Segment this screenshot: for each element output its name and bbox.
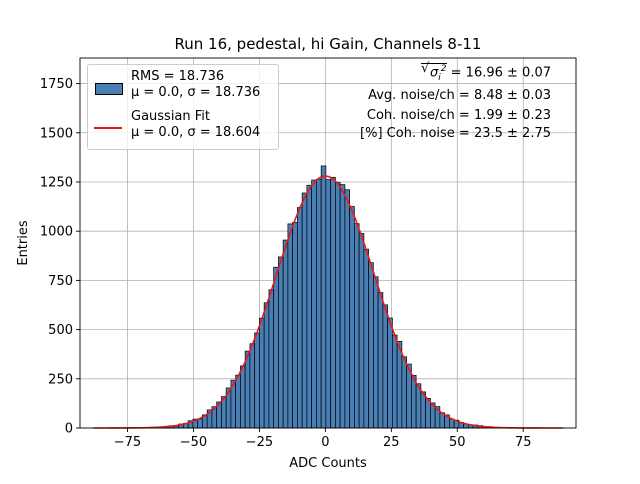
- y-tick-label: 750: [48, 274, 73, 289]
- y-tick-label: 1500: [40, 126, 73, 141]
- legend-histogram-label: RMS = 18.736: [131, 69, 224, 85]
- histogram-bar: [335, 182, 340, 428]
- x-axis-ticks: −75 −50 −25 0 25 50 75: [114, 428, 532, 450]
- x-axis-label: ADC Counts: [289, 456, 367, 471]
- annotation-coh-percent: [%] Coh. noise = 23.5 ± 2.75: [360, 126, 551, 141]
- y-tick-label: 1000: [40, 225, 73, 240]
- histogram-bar: [373, 277, 378, 428]
- histogram-bar: [255, 333, 260, 428]
- annotation-sigma-sum: √σi2 = 16.96 ± 0.07: [421, 63, 551, 83]
- histogram-bar: [312, 180, 317, 428]
- histogram-bar: [378, 293, 383, 428]
- chart-title: Run 16, pedestal, hi Gain, Channels 8-11: [175, 35, 482, 53]
- legend-histogram-params: μ = 0.0, σ = 18.736: [131, 85, 260, 101]
- x-tick-label: 0: [321, 435, 329, 450]
- sqrt-sigma-symbol: √σi2: [421, 63, 447, 83]
- histogram-bar: [198, 419, 203, 428]
- y-axis-label: Entries: [16, 220, 31, 266]
- annotation-sigma-sum-value: = 16.96 ± 0.07: [447, 65, 551, 80]
- histogram-bar: [236, 375, 241, 428]
- histogram-bar: [326, 180, 331, 428]
- histogram-bar: [278, 257, 283, 428]
- histogram-bar: [421, 392, 426, 428]
- x-tick-label: −50: [180, 435, 207, 450]
- y-tick-label: 250: [48, 372, 73, 387]
- histogram-bar: [388, 318, 393, 428]
- x-tick-label: 25: [383, 435, 400, 450]
- histogram-bar: [359, 233, 364, 428]
- histogram-bar: [288, 224, 293, 428]
- histogram-bar: [307, 185, 312, 428]
- histogram-bar: [345, 190, 350, 428]
- y-tick-label: 0: [65, 422, 73, 437]
- x-tick-label: −75: [114, 435, 141, 450]
- y-tick-label: 1250: [40, 175, 73, 190]
- histogram-bar: [364, 249, 369, 428]
- y-axis-ticks: 0 250 500 750 1000 1250 1500 1750: [40, 77, 80, 436]
- histogram-bar: [321, 166, 326, 428]
- legend: RMS = 18.736 μ = 0.0, σ = 18.736 Gaussia…: [87, 64, 279, 150]
- histogram-bar: [392, 335, 397, 428]
- histogram-bar: [369, 263, 374, 428]
- histogram-bar: [331, 177, 336, 428]
- legend-histogram-swatch: [95, 83, 123, 95]
- histogram-bar: [250, 344, 255, 428]
- legend-fit-label: Gaussian Fit: [131, 109, 210, 125]
- histogram-bar: [316, 179, 321, 428]
- histogram-bar: [259, 318, 264, 428]
- y-tick-label: 500: [48, 323, 73, 338]
- histogram-bar: [340, 185, 345, 428]
- x-tick-label: 75: [515, 435, 532, 450]
- histogram-bar: [269, 290, 274, 428]
- histogram-bar: [240, 366, 245, 428]
- histogram-bars: [98, 166, 563, 428]
- histogram-bar: [293, 222, 298, 428]
- histogram-bar: [283, 240, 288, 428]
- x-tick-label: −25: [246, 435, 273, 450]
- x-tick-label: 50: [449, 435, 466, 450]
- histogram-bar: [264, 303, 269, 428]
- annotation-coh-noise: Coh. noise/ch = 1.99 ± 0.23: [367, 108, 551, 123]
- histogram-bar: [383, 305, 388, 428]
- histogram-bar: [354, 224, 359, 428]
- y-tick-label: 1750: [40, 77, 73, 92]
- histogram-bar: [245, 351, 250, 428]
- histogram-bar: [274, 267, 279, 428]
- annotation-avg-noise: Avg. noise/ch = 8.48 ± 0.03: [368, 88, 551, 103]
- histogram-bar: [411, 375, 416, 428]
- histogram-bar: [402, 357, 407, 428]
- histogram-bar: [297, 208, 302, 428]
- histogram-bar: [302, 193, 307, 428]
- histogram-bar: [350, 207, 355, 428]
- legend-fit-swatch: [94, 127, 122, 129]
- legend-fit-params: μ = 0.0, σ = 18.604: [131, 125, 260, 141]
- histogram-bar: [397, 341, 402, 428]
